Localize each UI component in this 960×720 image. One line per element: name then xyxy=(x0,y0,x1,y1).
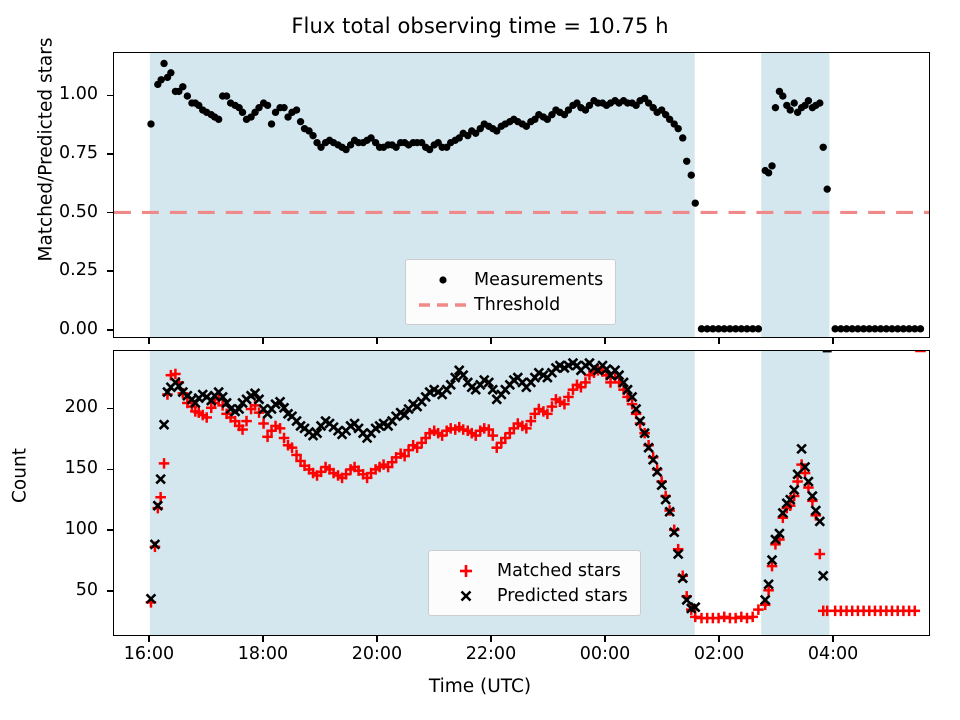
legend-item-matched-stars: Matched stars xyxy=(439,558,628,583)
ytick-label: 0.25 xyxy=(59,260,98,281)
xtick-mark xyxy=(262,338,264,344)
threshold-line-icon xyxy=(416,295,470,315)
series-measurements xyxy=(147,59,925,333)
legend-item-predicted-stars: Predicted stars xyxy=(439,583,628,608)
matched-stars-marker-icon xyxy=(439,561,493,581)
xtick-mark xyxy=(604,338,606,344)
ytick-mark xyxy=(107,211,113,214)
ytick-label: 50 xyxy=(75,579,98,600)
ytick-mark xyxy=(107,329,113,331)
ytick-label: 0.00 xyxy=(59,318,98,339)
legend-item-threshold: Threshold xyxy=(416,292,603,317)
ytick-mark xyxy=(107,529,113,531)
ratio-panel-legend[interactable]: Measurements Threshold xyxy=(405,259,617,325)
legend-label-measurements: Measurements xyxy=(474,269,604,290)
xtick-mark xyxy=(604,636,606,642)
xtick-label: 18:00 xyxy=(237,644,289,664)
ytick-label: 1.00 xyxy=(59,84,98,105)
xtick-mark xyxy=(376,636,378,642)
xtick-label: 02:00 xyxy=(693,644,745,664)
measurements-marker-icon xyxy=(416,270,470,290)
ytick-mark xyxy=(107,468,113,471)
ytick-mark xyxy=(107,270,113,272)
ytick-label: 0.75 xyxy=(59,142,98,163)
xaxis-label: Time (UTC) xyxy=(428,676,532,697)
xtick-label: 00:00 xyxy=(579,644,631,664)
ytick-mark xyxy=(107,590,113,592)
ytick-label: 150 xyxy=(64,458,98,479)
ytick-mark xyxy=(107,407,113,410)
xtick-mark xyxy=(832,338,834,344)
xtick-mark xyxy=(832,636,834,642)
xtick-mark xyxy=(148,636,150,642)
legend-item-measurements: Measurements xyxy=(416,267,603,292)
series-matched-stars xyxy=(145,351,926,624)
xtick-label: 16:00 xyxy=(123,644,175,664)
series-predicted-stars xyxy=(145,351,832,614)
legend-label-threshold: Threshold xyxy=(474,294,561,315)
predicted-stars-marker-icon xyxy=(439,586,493,606)
xtick-mark xyxy=(490,636,492,642)
ytick-mark xyxy=(107,94,113,97)
xtick-label: 04:00 xyxy=(807,644,859,664)
ytick-label: 0.50 xyxy=(59,201,98,222)
ytick-label: 200 xyxy=(64,397,98,418)
xtick-mark xyxy=(262,636,264,642)
xtick-label: 20:00 xyxy=(351,644,403,664)
xtick-label: 22:00 xyxy=(465,644,517,664)
ytick-label: 100 xyxy=(64,519,98,540)
ytick-mark xyxy=(107,153,113,155)
legend-label-matched-stars: Matched stars xyxy=(497,560,621,581)
xtick-mark xyxy=(376,338,378,344)
xtick-mark xyxy=(718,338,720,344)
xtick-mark xyxy=(718,636,720,642)
xtick-mark xyxy=(490,338,492,344)
xtick-mark xyxy=(148,338,150,344)
count-panel-legend[interactable]: Matched stars Predicted stars xyxy=(428,550,641,616)
page-title: Flux total observing time = 10.75 h xyxy=(291,14,669,38)
legend-label-predicted-stars: Predicted stars xyxy=(497,585,628,606)
